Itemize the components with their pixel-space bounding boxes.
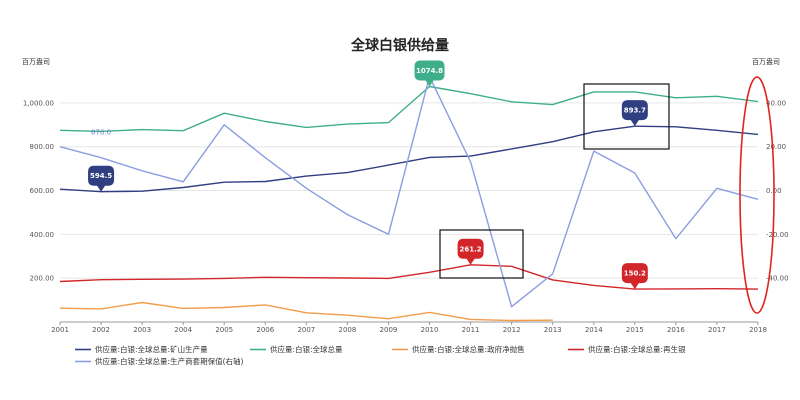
- data-label: 261.2: [460, 245, 482, 253]
- y-right-tick-label: 40.00: [766, 99, 786, 107]
- y-left-tick-label: 1,000.00: [23, 99, 54, 107]
- x-tick-label: 2002: [92, 326, 110, 334]
- y-left-tick-label: 800.00: [30, 143, 55, 151]
- series-line: [59, 264, 759, 290]
- annotation-pins: 594.5 893.7 1074.8 261.2 150.2 870.0: [88, 60, 648, 290]
- y-left-tick-label: 600.00: [30, 187, 55, 195]
- legend-label: 供应量:白银:全球总量:政府净抛售: [412, 344, 525, 354]
- x-tick-label: 2012: [503, 326, 521, 334]
- x-tick-label: 2014: [585, 326, 603, 334]
- annotation-pin: [414, 60, 445, 87]
- x-tick-label: 2011: [462, 326, 480, 334]
- axes: 200.00 400.00 600.00 800.00 1,000.00 -40.00 -2…: [23, 99, 789, 334]
- x-tick-label: 2008: [338, 326, 356, 334]
- legend: 供应量:白银:全球总量:矿山生产量 供应量:白银:全球总量 供应量:白银:全球总量:…: [75, 344, 686, 366]
- grid-lines: [60, 102, 758, 279]
- x-tick-label: 2004: [174, 326, 192, 334]
- x-tick-label: 2010: [421, 326, 439, 334]
- highlight-box: [439, 229, 524, 279]
- series-lines: [59, 75, 759, 322]
- highlight-boxes: [439, 76, 775, 314]
- data-label: 893.7: [624, 107, 646, 115]
- x-tick-label: 2009: [380, 326, 398, 334]
- data-label: 1074.8: [416, 67, 443, 75]
- x-tick-label: 2016: [667, 326, 685, 334]
- annotation-pin: [621, 100, 648, 127]
- series-line: [59, 301, 553, 322]
- annotation-pin: [621, 263, 648, 290]
- data-label: 594.5: [90, 172, 112, 180]
- x-tick-label: 2003: [133, 326, 151, 334]
- x-tick-label: 2006: [256, 326, 274, 334]
- y-right-tick-label: 20.00: [766, 143, 786, 151]
- left-axis-unit: 百万盎司: [22, 57, 50, 66]
- legend-label: 供应量:白银:全球总量:矿山生产量: [95, 344, 208, 354]
- chart-title: 全球白银供给量: [350, 37, 449, 54]
- data-label: 870.0: [91, 128, 111, 136]
- right-axis-unit: 百万盎司: [752, 57, 780, 66]
- y-left-tick-label: 200.00: [30, 275, 55, 283]
- data-label: 150.2: [624, 270, 646, 278]
- series-line: [59, 125, 759, 193]
- legend-label: 供应量:白银:全球总量:生产商套期保值(右轴): [95, 356, 244, 366]
- annotation-pin: [457, 238, 484, 265]
- x-tick-label: 2017: [708, 326, 726, 334]
- x-tick-label: 2001: [51, 326, 69, 334]
- y-left-tick-label: 400.00: [30, 231, 55, 239]
- series-line: [59, 75, 759, 308]
- highlight-ellipse: [739, 76, 775, 314]
- legend-label: 供应量:白银:全球总量:再生银: [588, 344, 686, 354]
- legend-label: 供应量:白银:全球总量: [270, 344, 343, 354]
- y-right-tick-label: -20.00: [766, 231, 789, 239]
- x-tick-label: 2007: [297, 326, 315, 334]
- x-tick-label: 2005: [215, 326, 233, 334]
- x-tick-label: 2018: [749, 326, 767, 334]
- highlight-box: [583, 83, 670, 150]
- y-right-tick-label: -40.00: [766, 275, 789, 283]
- x-tick-label: 2015: [626, 326, 644, 334]
- series-line: [59, 85, 759, 133]
- x-tick-label: 2013: [544, 326, 562, 334]
- annotation-pin: [88, 165, 115, 192]
